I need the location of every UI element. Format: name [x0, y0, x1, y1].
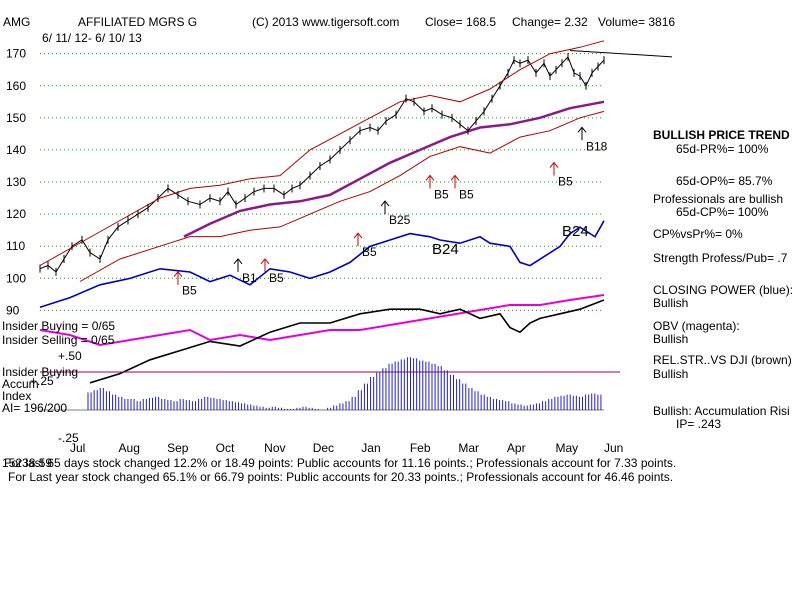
symbol-label: AMG [3, 15, 30, 29]
series-line [79, 110, 605, 282]
copyright: (C) 2013 www.tigersoft.com [252, 15, 399, 29]
signal-arrowhead [353, 232, 363, 239]
date-range: 6/ 11/ 12- 6/ 10/ 13 [42, 31, 142, 45]
series-line [39, 40, 605, 266]
signal-arrowhead [260, 258, 270, 265]
grid-lines [40, 53, 604, 311]
signals: B5 B1 B5 B25 B5 B5 B5 B5 B18 [173, 126, 608, 298]
trend-line [569, 49, 673, 58]
obv-title: OBV (magenta): [653, 319, 740, 333]
x-tick-label: Dec [313, 441, 334, 455]
y-tick-label: 110 [6, 239, 25, 253]
cp-value: 65d-CP%= 100% [676, 205, 769, 219]
signal-arrowhead [173, 270, 183, 278]
series-line [39, 55, 605, 273]
x-tick-label: Oct [216, 441, 235, 455]
insider-buying-label-2: Insider Buying [2, 365, 78, 379]
x-tick-label: Nov [264, 441, 285, 455]
accum-scale-bottom: -.25 [58, 431, 79, 445]
x-tick-labels: Jul Aug Sep Oct Nov Dec Jan Feb Mar Apr May Jun [70, 441, 623, 455]
x-tick-label: Jan [361, 441, 380, 455]
y-tick-label: 90 [6, 303, 20, 317]
signal-label: B25 [389, 213, 411, 227]
closing-power-value: Bullish [653, 296, 688, 310]
y-tick-label: 130 [6, 175, 26, 189]
b24-label: B24 [562, 223, 589, 240]
ip-value: IP= .243 [676, 417, 721, 431]
x-tick-label: Jul [70, 441, 85, 455]
insider-selling-label: Insider Selling = 0/65 [2, 333, 115, 347]
stock-name: AFFILIATED MGRS G [78, 15, 197, 29]
signal-label: B1 [242, 271, 257, 285]
strength-value: Strength Profess/Pub= .7 [653, 251, 788, 265]
x-tick-label: Mar [458, 441, 479, 455]
y-tick-labels: 170 160 150 140 130 120 110 100 90 [6, 47, 26, 318]
footer-line-2: For Last year stock changed 65.1% or 66.… [8, 470, 673, 484]
signal-label: B18 [586, 139, 608, 153]
relstr-value: Bullish [653, 367, 688, 381]
signal-arrowhead [450, 174, 460, 181]
series-lines [39, 40, 673, 384]
accum-title: Bullish: Accumulation Risi [653, 404, 790, 418]
signal-arrowhead [549, 161, 559, 168]
volume-label: Volume= 3816 [598, 15, 675, 29]
accum-scale-top: +.50 [58, 349, 82, 363]
series-line [39, 220, 605, 308]
prof-bullish: Professionals are bullish [653, 192, 783, 206]
footer-line-1: For last 65 days stock changed 12.2% or … [4, 456, 676, 470]
y-tick-label: 120 [6, 207, 26, 221]
signal-arrowhead [233, 258, 243, 265]
x-tick-label: Feb [410, 441, 431, 455]
x-tick-label: Jun [604, 441, 623, 455]
series-line [89, 299, 605, 384]
y-tick-label: 150 [6, 111, 26, 125]
accum-scale-mid: +.25 [30, 374, 54, 388]
x-tick-label: Apr [507, 441, 526, 455]
close-label: Close= 168.5 [425, 15, 496, 29]
accum-label: Accum [2, 377, 39, 391]
ai-label: AI= 196/200 [2, 401, 67, 415]
insider-buying-label: Insider Buying = 0/65 [2, 319, 115, 333]
y-tick-label: 100 [6, 271, 26, 285]
change-label: Change= 2.32 [512, 15, 588, 29]
y-tick-label: 140 [6, 143, 26, 157]
pr-value: 65d-PR%= 100% [676, 142, 769, 156]
signal-label: B5 [558, 175, 573, 189]
op-value: 65d-OP%= 85.7% [676, 174, 773, 188]
x-tick-label: Aug [119, 441, 140, 455]
signal-label: B5 [434, 187, 449, 201]
y-tick-label: 160 [6, 79, 26, 93]
index-label: Index [2, 389, 31, 403]
obv-value: Bullish [653, 332, 688, 346]
series-line [183, 100, 605, 238]
signal-label: B5 [459, 187, 474, 201]
signal-arrowhead [577, 126, 587, 133]
cpvspr-value: CP%vsPr%= 0% [653, 227, 743, 241]
relstr-title: REL.STR..VS DJI (brown) [653, 353, 792, 367]
signal-arrowhead [425, 174, 435, 181]
signal-label: B5 [362, 245, 377, 259]
x-tick-label: May [555, 441, 578, 455]
y-tick-label: 170 [6, 47, 26, 61]
footer-prefix: 15238.59 [2, 456, 52, 470]
series-line [39, 294, 605, 347]
signal-label: B5 [182, 284, 197, 298]
x-tick-label: Sep [167, 441, 189, 455]
accum-histogram [40, 357, 604, 411]
closing-power-title: CLOSING POWER (blue): [653, 283, 793, 297]
b24-label: B24 [432, 241, 459, 258]
signal-label: B5 [269, 271, 284, 285]
signal-arrowhead [380, 200, 390, 207]
trend-title: BULLISH PRICE TREND [653, 128, 790, 142]
